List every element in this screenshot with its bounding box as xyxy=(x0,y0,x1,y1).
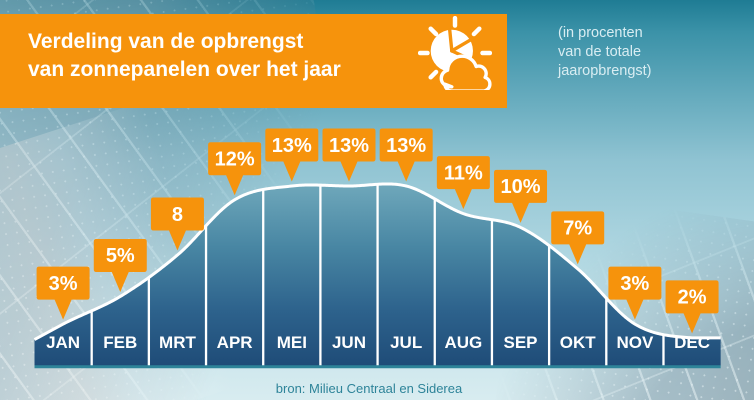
svg-text:5%: 5% xyxy=(106,245,135,267)
svg-text:JUL: JUL xyxy=(390,333,422,352)
svg-text:7%: 7% xyxy=(563,218,592,240)
svg-text:13%: 13% xyxy=(329,135,369,157)
svg-text:FEB: FEB xyxy=(103,333,137,352)
svg-text:AUG: AUG xyxy=(444,333,482,352)
svg-text:MRT: MRT xyxy=(159,333,196,352)
svg-text:JUN: JUN xyxy=(332,333,366,352)
svg-text:3%: 3% xyxy=(620,273,649,295)
svg-text:APR: APR xyxy=(217,333,253,352)
svg-text:NOV: NOV xyxy=(616,333,654,352)
svg-text:DEC: DEC xyxy=(674,333,710,352)
svg-text:SEP: SEP xyxy=(504,333,538,352)
svg-text:OKT: OKT xyxy=(560,333,597,352)
svg-text:11%: 11% xyxy=(444,162,483,184)
svg-text:2%: 2% xyxy=(678,287,707,309)
svg-text:10%: 10% xyxy=(501,176,541,198)
svg-text:MEI: MEI xyxy=(277,333,307,352)
svg-text:8: 8 xyxy=(172,204,183,226)
svg-text:12%: 12% xyxy=(215,149,255,171)
svg-text:13%: 13% xyxy=(272,135,312,157)
svg-text:JAN: JAN xyxy=(46,333,80,352)
svg-text:13%: 13% xyxy=(386,135,426,157)
svg-text:3%: 3% xyxy=(49,273,78,295)
